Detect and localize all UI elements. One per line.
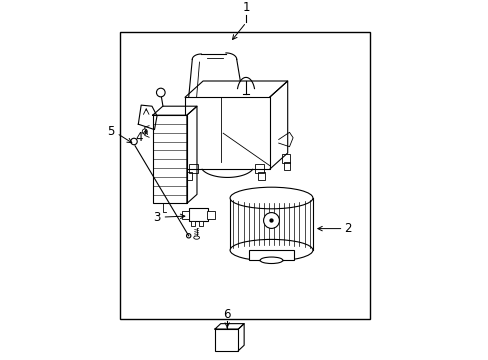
Bar xyxy=(284,162,289,170)
Bar xyxy=(152,115,186,203)
Bar xyxy=(255,164,264,173)
Bar xyxy=(185,172,192,180)
Bar xyxy=(258,172,264,180)
Text: 3: 3 xyxy=(153,211,161,224)
Circle shape xyxy=(156,88,165,97)
Ellipse shape xyxy=(230,239,312,261)
Ellipse shape xyxy=(230,187,312,209)
Bar xyxy=(207,211,215,219)
Text: 2: 2 xyxy=(344,222,351,235)
Text: 4: 4 xyxy=(135,131,142,144)
Circle shape xyxy=(263,212,279,228)
Circle shape xyxy=(269,218,273,222)
Text: 6: 6 xyxy=(223,308,230,321)
Bar xyxy=(215,329,238,351)
Circle shape xyxy=(142,129,147,134)
Bar xyxy=(188,164,197,173)
Ellipse shape xyxy=(260,257,282,264)
Bar xyxy=(282,154,289,163)
Bar xyxy=(190,221,195,226)
Bar xyxy=(120,32,370,319)
Text: 1: 1 xyxy=(242,1,249,14)
Bar xyxy=(198,221,203,226)
Bar xyxy=(188,208,208,221)
Bar xyxy=(248,250,294,260)
Ellipse shape xyxy=(193,236,199,239)
Bar xyxy=(182,211,189,219)
Text: 5: 5 xyxy=(107,125,115,138)
